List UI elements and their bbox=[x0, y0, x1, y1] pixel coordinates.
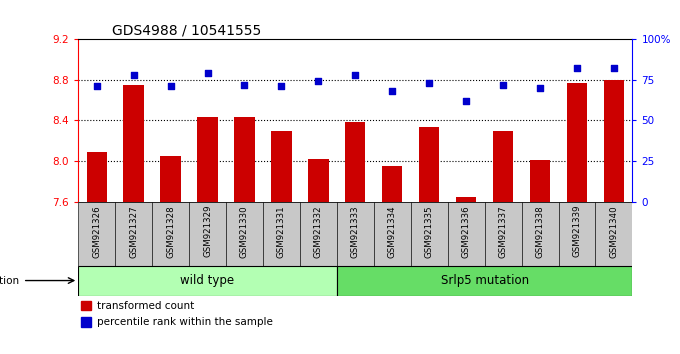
Text: GSM921328: GSM921328 bbox=[166, 205, 175, 258]
Bar bbox=[558, 202, 596, 266]
Point bbox=[534, 85, 545, 91]
Point bbox=[128, 72, 139, 78]
Point bbox=[276, 83, 287, 89]
Text: GSM921337: GSM921337 bbox=[498, 205, 507, 258]
Point bbox=[202, 70, 213, 76]
Text: GSM921334: GSM921334 bbox=[388, 205, 396, 258]
Bar bbox=[235, 117, 254, 202]
Bar bbox=[337, 202, 374, 266]
Bar bbox=[86, 152, 107, 202]
Bar bbox=[115, 202, 152, 266]
Text: GSM921336: GSM921336 bbox=[462, 205, 471, 258]
Bar bbox=[411, 202, 447, 266]
Text: GSM921326: GSM921326 bbox=[92, 205, 101, 258]
Text: GSM921338: GSM921338 bbox=[536, 205, 545, 258]
Text: GSM921331: GSM921331 bbox=[277, 205, 286, 258]
Point bbox=[424, 80, 435, 86]
Bar bbox=[78, 202, 115, 266]
Point bbox=[498, 82, 509, 87]
Bar bbox=[493, 131, 513, 202]
Bar bbox=[300, 202, 337, 266]
Bar bbox=[189, 202, 226, 266]
Bar bbox=[345, 122, 365, 202]
Bar bbox=[596, 202, 632, 266]
Bar bbox=[567, 83, 587, 202]
Bar bbox=[337, 266, 632, 296]
Point bbox=[609, 65, 619, 71]
Point bbox=[460, 98, 471, 104]
Bar bbox=[81, 301, 91, 310]
Point bbox=[239, 82, 250, 87]
Bar bbox=[81, 317, 91, 327]
Point bbox=[350, 72, 360, 78]
Bar bbox=[485, 202, 522, 266]
Bar bbox=[271, 131, 292, 202]
Bar bbox=[419, 127, 439, 202]
Point bbox=[313, 79, 324, 84]
Text: GSM921339: GSM921339 bbox=[573, 205, 581, 257]
Bar bbox=[530, 160, 550, 202]
Text: GSM921330: GSM921330 bbox=[240, 205, 249, 258]
Text: GSM921327: GSM921327 bbox=[129, 205, 138, 258]
Bar bbox=[374, 202, 411, 266]
Text: GSM921335: GSM921335 bbox=[425, 205, 434, 258]
Bar bbox=[152, 202, 189, 266]
Text: GSM921340: GSM921340 bbox=[609, 205, 618, 258]
Bar bbox=[78, 266, 337, 296]
Bar bbox=[382, 166, 403, 202]
Text: Srlp5 mutation: Srlp5 mutation bbox=[441, 274, 528, 287]
Bar bbox=[522, 202, 558, 266]
Point bbox=[165, 83, 176, 89]
Bar bbox=[197, 117, 218, 202]
Text: GSM921332: GSM921332 bbox=[314, 205, 323, 258]
Text: genotype/variation: genotype/variation bbox=[0, 275, 19, 286]
Bar bbox=[456, 197, 476, 202]
Bar bbox=[124, 85, 143, 202]
Bar bbox=[226, 202, 263, 266]
Point bbox=[571, 65, 582, 71]
Text: percentile rank within the sample: percentile rank within the sample bbox=[97, 317, 273, 327]
Text: GDS4988 / 10541555: GDS4988 / 10541555 bbox=[112, 23, 261, 37]
Bar bbox=[604, 80, 624, 202]
Point bbox=[91, 83, 102, 89]
Text: GSM921333: GSM921333 bbox=[351, 205, 360, 258]
Bar bbox=[263, 202, 300, 266]
Text: GSM921329: GSM921329 bbox=[203, 205, 212, 257]
Text: transformed count: transformed count bbox=[97, 301, 194, 310]
Point bbox=[387, 88, 398, 94]
Bar bbox=[447, 202, 485, 266]
Bar bbox=[160, 156, 181, 202]
Bar bbox=[308, 159, 328, 202]
Text: wild type: wild type bbox=[180, 274, 235, 287]
